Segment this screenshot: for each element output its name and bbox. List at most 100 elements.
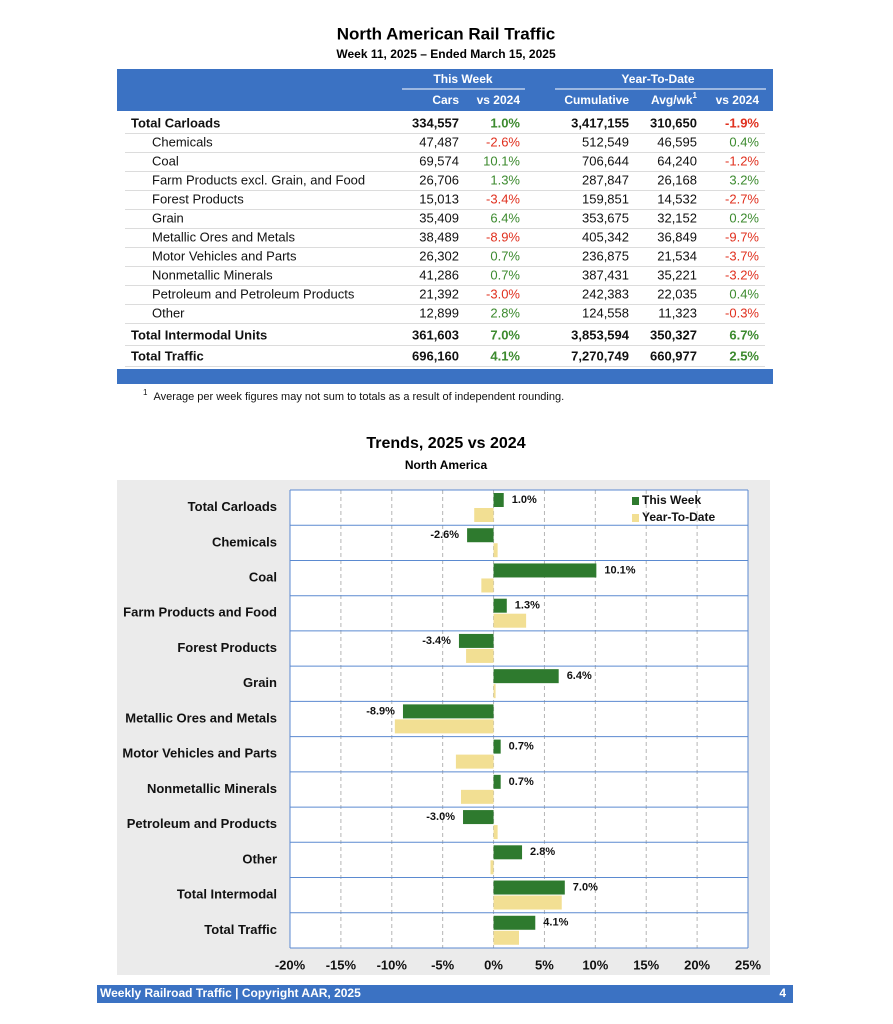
value-label: -8.9% [366,705,395,717]
bar [402,704,494,719]
table-cell: 0.4% [729,286,759,301]
bar [493,880,565,895]
bar [460,789,494,804]
table-cell: 6.4% [490,210,520,225]
category-label: Forest Products [177,640,277,655]
column-header: vs 2024 [477,93,521,107]
legend-label: Year-To-Date [642,510,715,524]
table-cell: 69,574 [419,153,459,168]
bar [467,528,494,543]
value-label: -3.4% [422,635,451,647]
table-cell: 287,847 [582,172,629,187]
bar [493,669,559,684]
bar [493,825,498,840]
value-label: 10.1% [604,564,635,576]
table-cell: 159,851 [582,191,629,206]
value-label: 1.3% [515,600,540,612]
value-label: 1.0% [512,494,537,506]
row-label: Farm Products excl. Grain, and Food [152,172,365,187]
column-header-text: Avg/wk [651,93,693,107]
table-cell: -0.3% [725,305,759,320]
table-cell: 7,270,749 [571,348,629,363]
footer-band [97,985,793,1003]
table-cell: 242,383 [582,286,629,301]
bar [493,895,562,910]
table-cell: 7.0% [490,327,520,342]
legend-swatch [632,497,639,505]
table-cell: 236,875 [582,248,629,263]
table-footer-band [117,369,773,384]
group-header: Year-To-Date [621,72,694,86]
table-cell: 706,644 [582,153,629,168]
table-cell: 0.7% [490,248,520,263]
bar [474,508,494,522]
row-label: Metallic Ores and Metals [152,229,296,244]
column-header: Avg/wk1 [651,91,698,107]
row-label: Total Intermodal Units [131,327,267,342]
table-cell: 41,286 [419,267,459,282]
category-label: Motor Vehicles and Parts [122,746,277,761]
table-cell: 350,327 [650,327,697,342]
table-cell: 124,558 [582,305,629,320]
category-label: Metallic Ores and Metals [125,710,277,725]
value-label: 0.7% [509,741,534,753]
bar [463,810,494,825]
table-header-band [117,69,773,111]
table-cell: -2.7% [725,191,759,206]
value-label: 6.4% [567,670,592,682]
bar [493,845,523,860]
legend-swatch [632,514,639,522]
table-cell: 36,849 [657,229,697,244]
category-label: Petroleum and Products [127,816,277,831]
bar [481,578,494,593]
x-tick-label: 25% [735,957,761,972]
table-cell: 26,706 [419,172,459,187]
x-tick-label: -20% [275,957,306,972]
table-cell: -3.2% [725,267,759,282]
bar [493,739,501,754]
column-header: vs 2024 [716,93,760,107]
bar [455,754,494,769]
column-header-text: vs 2024 [477,93,521,107]
table-cell: -3.0% [486,286,520,301]
value-label: 7.0% [573,881,598,893]
table-cell: 14,532 [657,191,697,206]
table-cell: 0.4% [729,134,759,149]
bar [493,684,496,699]
table-cell: 47,487 [419,134,459,149]
table-cell: 35,221 [657,267,697,282]
category-label: Grain [243,675,277,690]
chart-title: Trends, 2025 vs 2024 [366,435,525,452]
table-cell: 512,549 [582,134,629,149]
table-cell: 26,168 [657,172,697,187]
category-label: Other [242,851,277,866]
row-label: Petroleum and Petroleum Products [152,286,355,301]
value-label: 2.8% [530,846,555,858]
x-tick-label: 0% [484,957,503,972]
table-cell: 35,409 [419,210,459,225]
table-cell: 0.7% [490,267,520,282]
table-cell: 21,392 [419,286,459,301]
row-label: Grain [152,210,184,225]
bar [493,543,498,558]
table-cell: 405,342 [582,229,629,244]
row-label: Nonmetallic Minerals [152,267,273,282]
row-label: Coal [152,153,179,168]
table-cell: 361,603 [412,327,459,342]
bar [493,598,507,613]
table-cell: 64,240 [657,153,697,168]
value-label: 0.7% [509,776,534,788]
bar [493,563,597,578]
bar [458,633,494,648]
table-cell: 2.8% [490,305,520,320]
value-label: -3.0% [426,811,455,823]
x-tick-label: -10% [377,957,408,972]
row-label: Chemicals [152,134,213,149]
category-label: Nonmetallic Minerals [147,781,277,796]
x-tick-label: -15% [326,957,357,972]
bar [493,774,501,789]
footer-text: Weekly Railroad Traffic | Copyright AAR,… [100,986,361,1000]
row-label: Total Traffic [131,348,204,363]
footnote-text: Average per week figures may not sum to … [153,391,564,403]
value-label: -2.6% [430,529,459,541]
